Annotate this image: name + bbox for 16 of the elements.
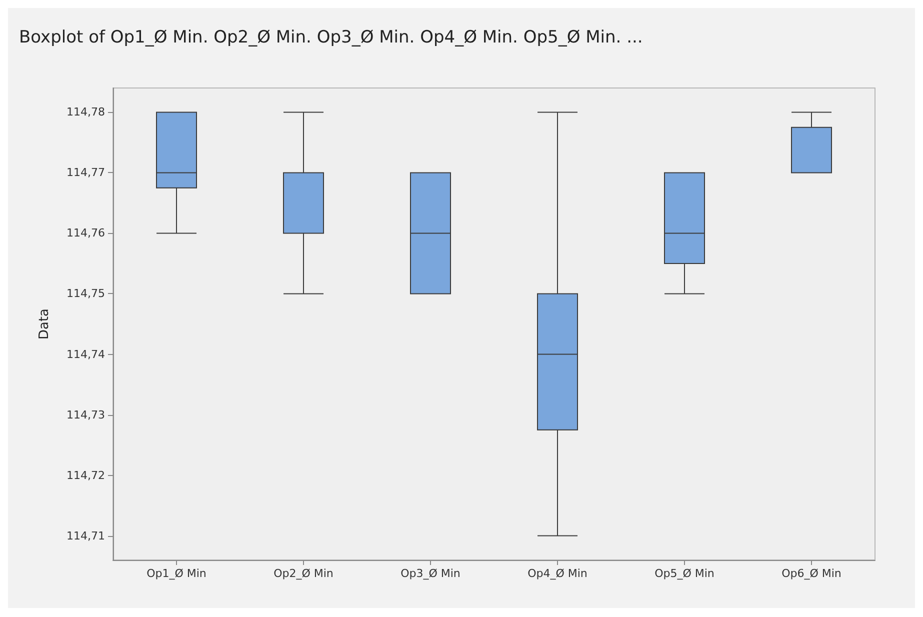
- y-tick-label: 114,75: [66, 287, 105, 300]
- y-tick-label: 114,72: [66, 468, 105, 482]
- x-tick-label: Op4_Ø Min: [528, 567, 588, 580]
- x-tick-label: Op5_Ø Min: [654, 567, 714, 580]
- y-tick-label: 114,74: [66, 348, 105, 361]
- x-tick-label: Op2_Ø Min: [274, 567, 334, 580]
- y-tick-label: 114,76: [66, 226, 105, 240]
- y-tick-label: 114,71: [66, 529, 105, 542]
- x-tick-label: Op1_Ø Min: [146, 567, 206, 580]
- x-tick-label: Op3_Ø Min: [400, 567, 460, 580]
- chart-title: Boxplot of Op1_Ø Min. Op2_Ø Min. Op3_Ø Min. Op4_Ø Min. Op5_Ø Min. ...: [19, 28, 643, 48]
- x-tick-label: Op6_Ø Min: [782, 567, 842, 580]
- y-axis-title: Data: [37, 308, 52, 340]
- y-tick-label: 114,73: [66, 408, 105, 422]
- y-tick-label: 114,78: [66, 106, 105, 119]
- y-tick-label: 114,77: [66, 166, 105, 180]
